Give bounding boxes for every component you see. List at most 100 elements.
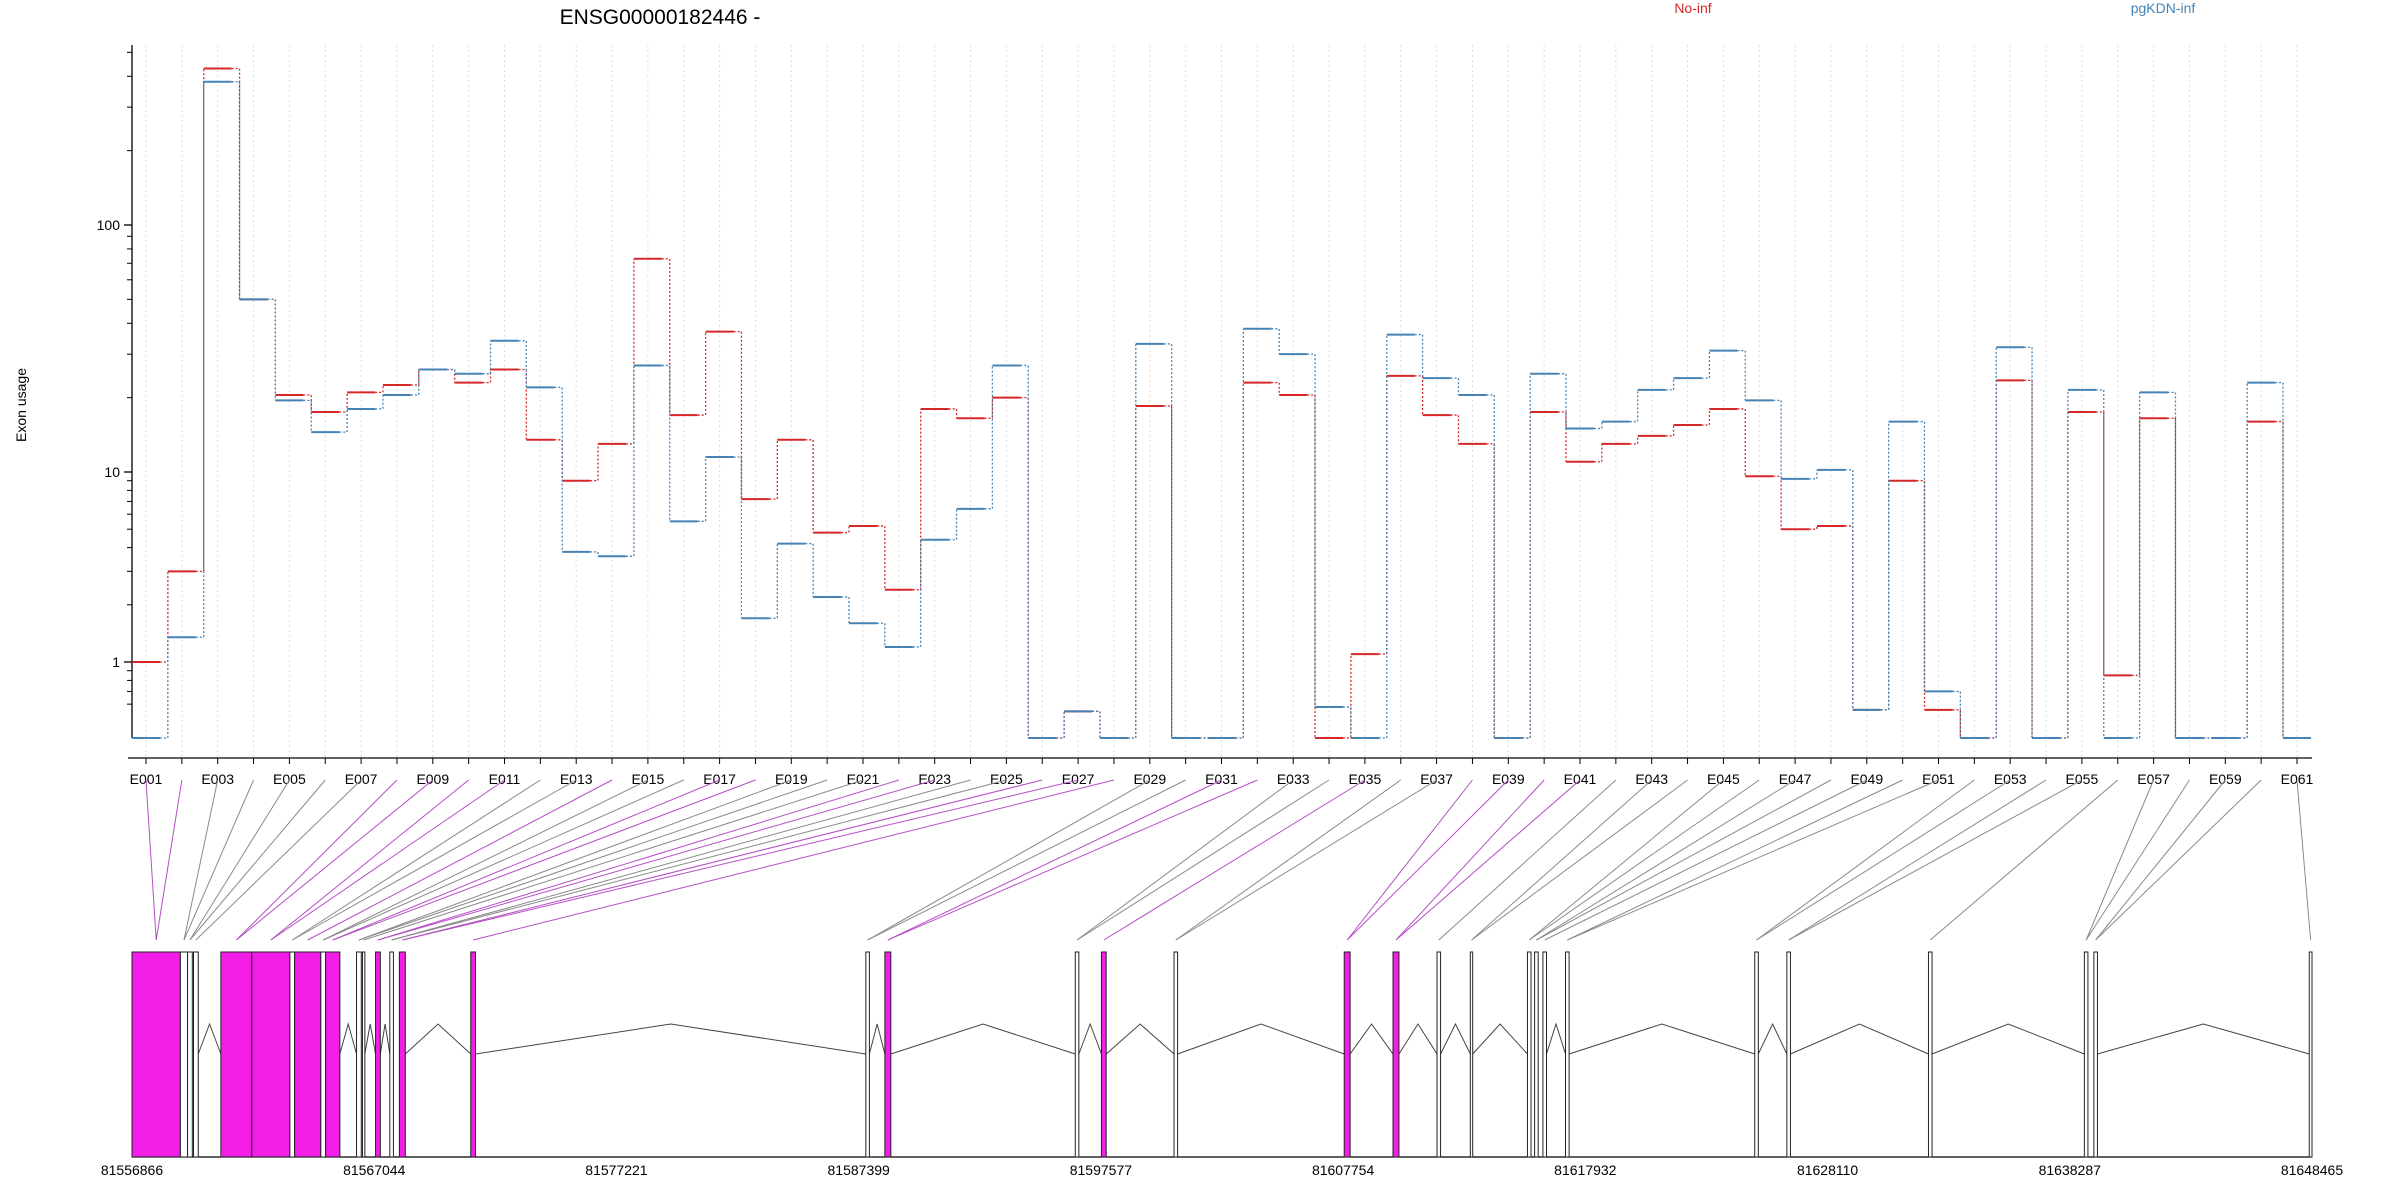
legend-label-pgkdn-inf: pgKDN-inf bbox=[2131, 0, 2196, 16]
exon-box bbox=[361, 951, 366, 1158]
exon-connector-e060 bbox=[2095, 779, 2262, 941]
intron-chevron bbox=[1472, 1023, 1528, 1055]
exon-connector-e043 bbox=[1471, 779, 1653, 941]
exon-box bbox=[325, 951, 341, 1158]
exon-box bbox=[1469, 951, 1474, 1158]
exon-box bbox=[865, 951, 870, 1158]
exon-box bbox=[1343, 951, 1351, 1158]
exon-connector-e032 bbox=[887, 779, 1258, 941]
connector bbox=[231, 81, 241, 300]
exon-box bbox=[1392, 951, 1400, 1158]
x-tick-label-e035: E035 bbox=[1349, 771, 1382, 787]
exon-box bbox=[1436, 951, 1442, 1158]
connector bbox=[1020, 364, 1029, 738]
connector bbox=[1988, 347, 1997, 739]
genomic-tick-label: 81648465 bbox=[2281, 1162, 2344, 1178]
y-axis-label: Exon usage bbox=[13, 368, 29, 442]
exon-connector-e052 bbox=[1756, 779, 1975, 941]
intron-chevron bbox=[1790, 1023, 1929, 1055]
x-tick-label-e015: E015 bbox=[632, 771, 665, 787]
x-tick-label-e059: E059 bbox=[2209, 771, 2242, 787]
x-tick-label-e033: E033 bbox=[1277, 771, 1310, 787]
intron-chevron bbox=[868, 1023, 886, 1055]
connector bbox=[303, 399, 312, 433]
connector bbox=[339, 392, 348, 413]
legend-label-no-inf: No-inf bbox=[1674, 0, 1711, 16]
intron-chevron bbox=[1440, 1022, 1471, 1055]
connector bbox=[1629, 435, 1639, 445]
exon-connector-e030 bbox=[867, 779, 1186, 941]
connector bbox=[841, 596, 850, 624]
x-tick-label-e025: E025 bbox=[990, 771, 1023, 787]
exon-connector-e061 bbox=[2296, 779, 2312, 941]
connector bbox=[160, 571, 169, 663]
exon-box bbox=[1534, 951, 1539, 1158]
connector bbox=[1737, 349, 1746, 401]
x-tick-label-e043: E043 bbox=[1635, 771, 1668, 787]
x-tick-label-e031: E031 bbox=[1205, 771, 1238, 787]
exon-connector-e010 bbox=[270, 779, 469, 941]
exon-connector-e049 bbox=[1544, 779, 1868, 941]
intron-chevron bbox=[1349, 1023, 1394, 1055]
x-tick-label-e005: E005 bbox=[273, 771, 306, 787]
connector bbox=[2239, 382, 2248, 739]
exon-connector-e018 bbox=[332, 779, 756, 941]
exon-connector-e038 bbox=[1346, 779, 1473, 941]
exon-box bbox=[251, 951, 291, 1158]
connector bbox=[769, 543, 778, 619]
exon-connector-e008 bbox=[235, 779, 398, 941]
connector bbox=[482, 369, 492, 384]
exon-connector-e058 bbox=[2085, 779, 2190, 941]
connector bbox=[1880, 421, 1890, 711]
exon-box bbox=[1754, 951, 1759, 1158]
exon-connector-e026 bbox=[402, 779, 1043, 941]
exon-connector-e019 bbox=[358, 779, 792, 941]
exon-connector-e016 bbox=[323, 779, 684, 941]
connector bbox=[912, 408, 922, 591]
exon-box bbox=[187, 951, 193, 1158]
exon-connector-e044 bbox=[1471, 779, 1688, 941]
exon-connector-e023 bbox=[377, 779, 935, 941]
exon-connector-e037 bbox=[1175, 779, 1437, 941]
exon-connector-e055 bbox=[1788, 779, 2083, 941]
exon-connector-e054 bbox=[1788, 779, 2047, 941]
y-tick-label: 1 bbox=[112, 654, 120, 670]
exon-box bbox=[1927, 951, 1933, 1158]
exon-connector-e015 bbox=[322, 779, 649, 941]
x-tick-label-e041: E041 bbox=[1564, 771, 1597, 787]
connector bbox=[661, 258, 671, 416]
connector bbox=[1271, 382, 1280, 395]
x-tick-label-e053: E053 bbox=[1994, 771, 2027, 787]
exon-connector-e005 bbox=[189, 779, 290, 941]
intron-chevron bbox=[1177, 1023, 1345, 1055]
x-tick-label-e007: E007 bbox=[345, 771, 378, 787]
genomic-tick-label: 81628110 bbox=[1797, 1162, 1858, 1178]
exon-box bbox=[1526, 951, 1532, 1158]
intron-chevron bbox=[890, 1023, 1076, 1055]
x-tick-label-e057: E057 bbox=[2137, 771, 2170, 787]
y-tick-label: 10 bbox=[104, 464, 120, 480]
exon-connector-e006 bbox=[189, 779, 326, 941]
x-tick-label-e021: E021 bbox=[847, 771, 880, 787]
connector bbox=[1594, 421, 1603, 430]
exon-box bbox=[2093, 951, 2098, 1158]
exon-connector-e025 bbox=[391, 779, 1007, 941]
x-tick-label-e037: E037 bbox=[1420, 771, 1453, 787]
connector bbox=[1809, 469, 1818, 480]
exon-box bbox=[192, 951, 199, 1158]
exon-box bbox=[294, 951, 322, 1158]
connector bbox=[1737, 408, 1746, 477]
x-tick-label-e061: E061 bbox=[2281, 771, 2314, 787]
series-pgkdn-inf bbox=[132, 80, 2311, 739]
connector bbox=[841, 525, 850, 534]
exon-connector-e031 bbox=[887, 779, 1222, 941]
exon-box bbox=[1786, 951, 1791, 1158]
connector bbox=[1558, 373, 1567, 429]
exon-box bbox=[375, 951, 381, 1158]
connector bbox=[805, 439, 814, 533]
intron-chevron bbox=[404, 1023, 472, 1055]
connector bbox=[1486, 394, 1495, 738]
x-tick-label-e049: E049 bbox=[1850, 771, 1883, 787]
exon-connector-lines bbox=[145, 779, 2312, 941]
intron-chevron bbox=[1568, 1023, 1755, 1055]
